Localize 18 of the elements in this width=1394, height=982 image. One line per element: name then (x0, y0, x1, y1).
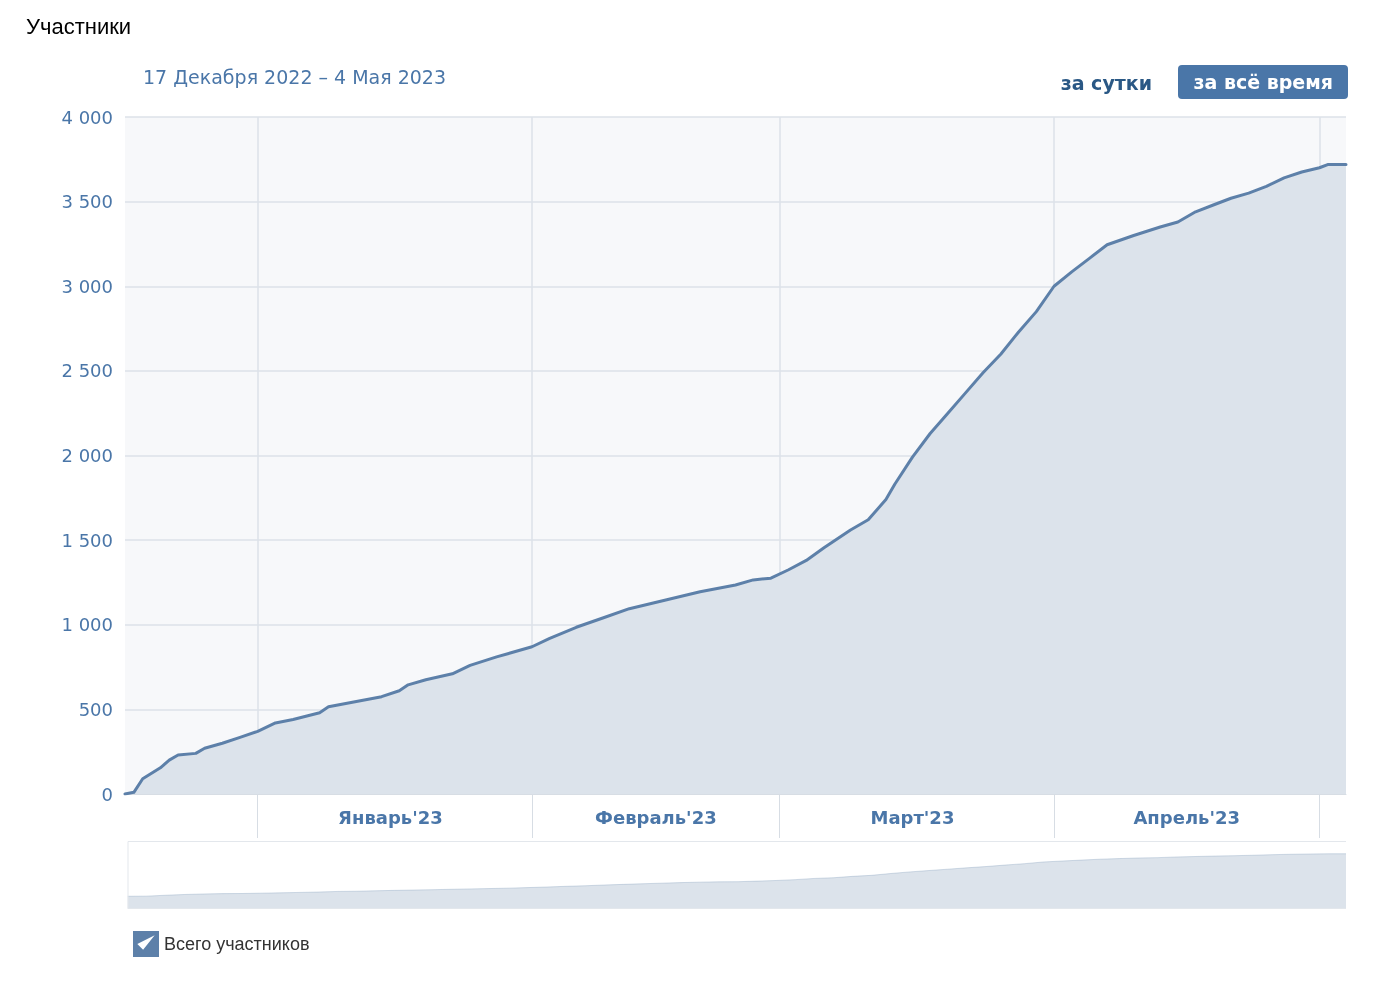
y-tick-label: 3 000 (61, 275, 113, 297)
y-tick-label: 4 000 (61, 106, 113, 128)
text: за всё время (1178, 65, 1348, 99)
x-tick-label: Март'23 (870, 806, 955, 828)
y-tick-label: 500 (78, 698, 113, 720)
chart-title: Участники (26, 14, 132, 40)
y-tick-label: 2 000 (61, 445, 113, 466)
y-tick-label: 1 000 (61, 614, 113, 636)
y-tick-label: 1 500 (61, 529, 113, 551)
x-tick-label: Апрель'23 (1133, 806, 1241, 828)
y-tick-label: 2 500 (61, 360, 113, 382)
text: за сутки (1060, 71, 1152, 96)
y-tick-label: 0 (101, 783, 113, 805)
legend-label: Всего участников (164, 934, 310, 954)
x-tick-label: Январь'23 (338, 806, 443, 828)
chart-subtitle: 17 Декабря 2022 – 4 Мая 2023 (143, 66, 447, 88)
x-tick-label: Февраль'23 (595, 806, 717, 828)
y-tick-label: 3 500 (61, 191, 113, 213)
